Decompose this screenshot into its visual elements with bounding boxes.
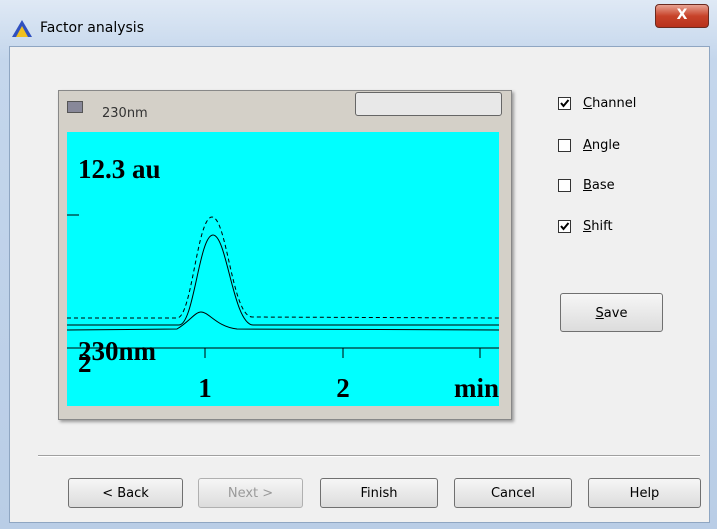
check-mark [560, 222, 570, 231]
window-title: Factor analysis [40, 20, 144, 36]
plot-area: 12.3 au 230nm 2 1 2 min [67, 132, 499, 406]
close-button[interactable]: X [655, 4, 709, 28]
checkbox[interactable] [558, 97, 571, 110]
dialog-button: Next > [198, 478, 303, 508]
dialog-button[interactable]: Finish [320, 478, 438, 508]
checkbox-option[interactable]: Angle [558, 138, 620, 153]
dialog-button[interactable]: Help [588, 478, 701, 508]
window-controls[interactable] [355, 92, 502, 116]
x-tick-label: 2 [336, 373, 350, 403]
plot-window-title: 230nm [102, 106, 148, 121]
checkbox-label: Angle [583, 138, 621, 153]
trace-label: 230nm [78, 336, 157, 366]
x-tick-label: min [454, 373, 499, 403]
y-label: 12.3 au [78, 154, 161, 184]
checkbox[interactable] [558, 220, 571, 233]
trace-dashed [67, 216, 499, 319]
checkbox-option[interactable]: Shift [558, 219, 613, 234]
trace [67, 311, 499, 331]
checkbox-option[interactable]: Base [558, 178, 615, 193]
trace-number: 2 [78, 348, 92, 378]
checkbox[interactable] [558, 139, 571, 152]
checkbox-label: Channel [583, 96, 637, 111]
check-mark [560, 99, 570, 108]
x-tick-label: 1 [198, 373, 212, 403]
trace [67, 234, 499, 326]
checkbox-label: Base [583, 178, 615, 193]
plot-background [67, 132, 499, 406]
separator [38, 455, 700, 457]
app-icon [12, 20, 32, 37]
checkbox[interactable] [558, 179, 571, 192]
checkbox-label: Shift [583, 219, 613, 234]
checkbox-option[interactable]: Channel [558, 96, 636, 111]
save-button[interactable]: Save [560, 293, 663, 332]
plot-window-icon [67, 101, 83, 113]
dialog-button[interactable]: Cancel [454, 478, 572, 508]
dialog-button[interactable]: < Back [68, 478, 183, 508]
